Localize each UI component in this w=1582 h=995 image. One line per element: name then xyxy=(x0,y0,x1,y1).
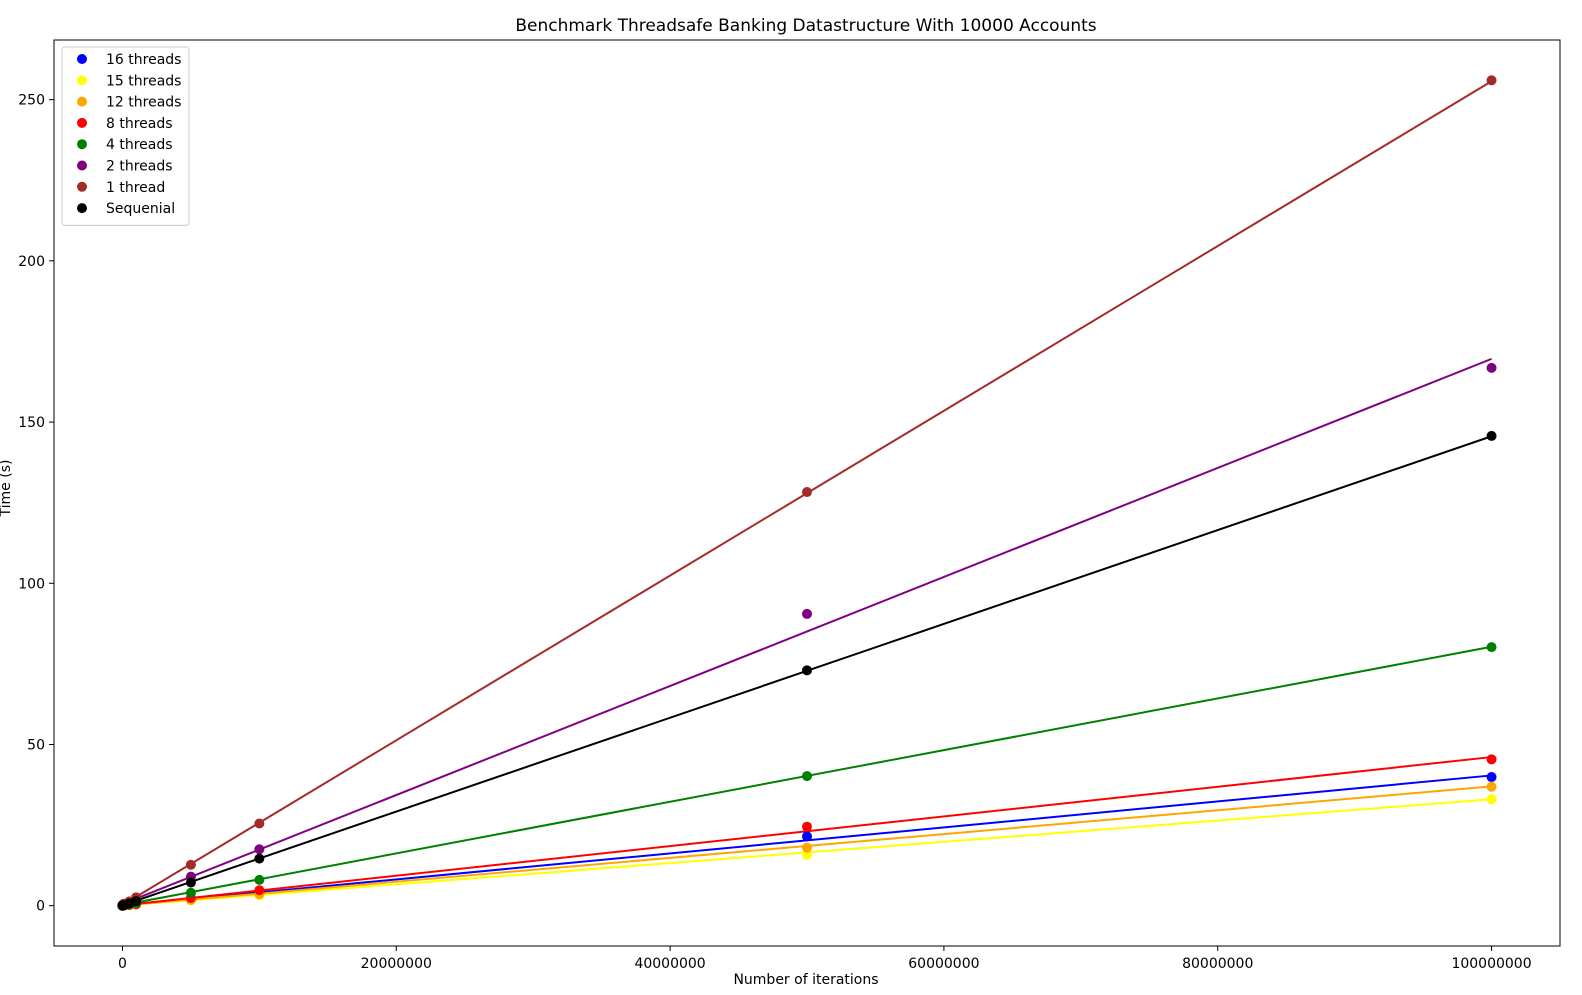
y-tick-label: 250 xyxy=(18,93,45,109)
trend-line-2-threads xyxy=(122,357,1492,906)
data-point-1-thread xyxy=(802,487,812,498)
data-point-sequenial xyxy=(1486,430,1497,441)
legend-box xyxy=(61,46,190,226)
x-axis-label: Number of iterations xyxy=(733,972,878,988)
legend: 16 threads 15 threads 12 threads 8 threads 4… xyxy=(61,46,190,226)
y-tick-label: 50 xyxy=(27,737,45,753)
y-tick-label: 0 xyxy=(36,899,45,915)
legend-label-2-threads: 2 threads xyxy=(106,159,173,175)
x-tick-label: 20000000 xyxy=(361,956,432,972)
legend-label-12-threads: 12 threads xyxy=(106,95,181,111)
legend-marker-2-threads xyxy=(77,160,87,171)
data-point-sequenial xyxy=(131,896,142,907)
y-tick-label: 100 xyxy=(18,576,45,592)
legend-marker-sequenial xyxy=(77,203,87,214)
data-point-15-threads xyxy=(802,849,812,860)
data-point-12-threads xyxy=(1486,781,1497,792)
data-point-sequenial xyxy=(185,877,196,888)
plot-area xyxy=(117,75,1497,911)
data-point-2-threads xyxy=(802,608,812,619)
data-point-8-threads xyxy=(802,821,812,832)
legend-label-4-threads: 4 threads xyxy=(106,137,173,153)
y-axis: 0 50 100 150 200 250 xyxy=(18,93,54,915)
x-tick-label: 0 xyxy=(118,956,127,972)
data-point-1-thread xyxy=(254,818,265,829)
x-tick-label: 40000000 xyxy=(634,956,705,972)
chart-title: Benchmark Threadsafe Banking Datastructu… xyxy=(515,16,1096,36)
legend-marker-1-thread xyxy=(77,181,87,192)
data-point-2-threads xyxy=(254,844,265,855)
legend-marker-15-threads xyxy=(77,75,87,86)
plot-frame xyxy=(53,39,1561,947)
legend-marker-8-threads xyxy=(77,117,87,128)
data-point-1-thread xyxy=(1486,75,1497,86)
y-tick-label: 200 xyxy=(18,254,45,270)
y-tick-label: 150 xyxy=(18,415,45,431)
x-tick-label: 100000000 xyxy=(1451,956,1531,972)
legend-label-sequenial: Sequenial xyxy=(106,201,175,217)
data-point-sequenial xyxy=(254,853,265,864)
data-point-4-threads xyxy=(254,874,265,885)
data-point-1-thread xyxy=(185,859,196,870)
data-point-16-threads xyxy=(1486,772,1497,783)
x-tick-label: 80000000 xyxy=(1182,956,1253,972)
legend-marker-12-threads xyxy=(77,96,87,107)
legend-label-16-threads: 16 threads xyxy=(106,52,181,68)
legend-label-8-threads: 8 threads xyxy=(106,116,173,132)
legend-marker-16-threads xyxy=(77,54,87,64)
data-point-15-threads xyxy=(1486,794,1497,805)
data-point-4-threads xyxy=(185,887,196,898)
data-point-8-threads xyxy=(1486,754,1497,765)
legend-label-15-threads: 15 threads xyxy=(106,73,181,89)
data-point-4-threads xyxy=(1486,642,1497,653)
x-axis: 0 20000000 40000000 60000000 80000000 1000000… xyxy=(118,946,1532,972)
series-group xyxy=(117,75,1497,911)
y-axis-label: Time (s) xyxy=(0,460,14,518)
data-point-2-threads xyxy=(1486,362,1497,373)
data-point-12-threads xyxy=(802,842,812,853)
data-point-sequenial xyxy=(802,665,812,676)
x-tick-label: 60000000 xyxy=(908,956,979,972)
data-point-8-threads xyxy=(254,885,265,896)
data-point-4-threads xyxy=(802,771,812,782)
legend-marker-4-threads xyxy=(77,139,87,150)
legend-label-1-thread: 1 thread xyxy=(106,180,165,196)
data-point-16-threads xyxy=(802,831,812,842)
